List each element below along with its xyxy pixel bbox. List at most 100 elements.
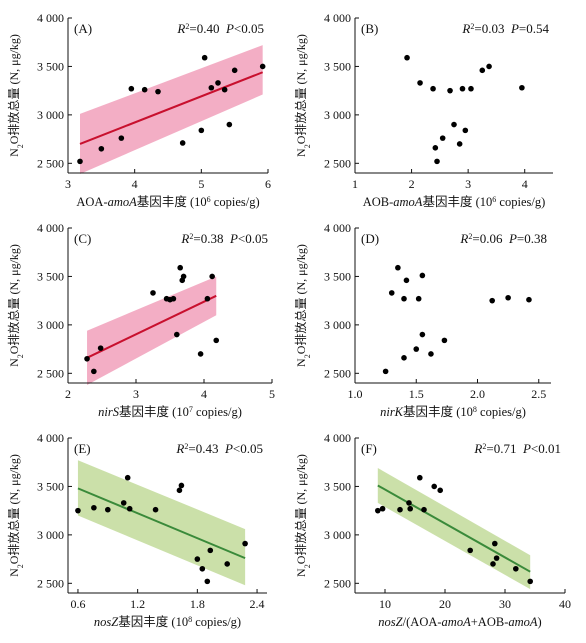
data-point (150, 290, 156, 296)
data-point (126, 505, 133, 512)
x-axis-label: nirS基因丰度 (107 copies/g) (98, 404, 242, 419)
data-point (421, 506, 427, 513)
data-point (401, 295, 407, 302)
y-tick-label: 3 000 (37, 318, 64, 332)
data-point (468, 85, 474, 92)
data-point (441, 337, 448, 344)
y-axis-label: N2O排放总量 (N, μg/kg) (6, 454, 25, 577)
y-tick-label: 3 500 (37, 59, 64, 73)
data-point (479, 67, 486, 74)
data-point (456, 141, 463, 147)
panel-a: 2 500 3 000 3 500 4 000 3 4 5 6 (A) R2=0.40 P<0.0… (6, 11, 271, 209)
panel-d: 2 500 3 000 3 500 4 000 1.0 1.5 2.0 2.5 (D) R2=0.… (293, 221, 551, 419)
data-point (419, 272, 426, 279)
x-tick-label: 1.8 (190, 597, 205, 611)
data-point (84, 355, 90, 362)
y-tick-label: 2 500 (324, 576, 351, 590)
x-tick-label: 4 (522, 177, 528, 191)
x-tick-label: 3 (465, 177, 471, 191)
panel-label: (A) (74, 21, 92, 36)
data-point (413, 346, 420, 352)
confidence-band (80, 45, 263, 174)
data-point (505, 294, 511, 301)
data-point (208, 84, 215, 91)
x-axis-label: AOA-amoA基因丰度 (106 copies/g) (76, 194, 259, 209)
data-point (128, 85, 135, 92)
data-point (417, 80, 423, 86)
data-point (439, 135, 446, 141)
data-point (401, 355, 407, 361)
y-tick-label: 4 000 (37, 431, 64, 445)
stat-annotation: R2=0.03 P=0.54 (461, 21, 549, 36)
fit-line (77, 487, 246, 560)
data-point (462, 127, 469, 134)
panel-label: (F) (361, 441, 377, 456)
data-point (395, 264, 401, 271)
data-point (430, 85, 436, 92)
y-tick-label: 2 500 (324, 156, 351, 170)
data-point (198, 127, 205, 134)
stat-annotation: R2=0.38 P<0.05 (180, 231, 268, 246)
data-point (489, 297, 496, 304)
data-point (209, 273, 215, 280)
data-point (194, 556, 201, 562)
y-tick-label: 4 000 (37, 11, 64, 25)
x-tick-label: 3 (133, 387, 139, 401)
data-point (152, 506, 159, 513)
x-tick-label: 2 (409, 177, 415, 191)
panel-label: (C) (74, 231, 91, 246)
x-tick-label: 1.0 (348, 387, 363, 401)
data-point (447, 87, 453, 94)
data-point (388, 290, 395, 296)
data-point (404, 54, 410, 61)
x-tick-label: 30 (499, 597, 511, 611)
data-point (224, 561, 230, 567)
confidence-band (87, 276, 217, 385)
data-point (213, 337, 220, 344)
x-tick-label: 0.6 (70, 597, 85, 611)
data-point (176, 487, 183, 494)
data-point (459, 85, 466, 92)
data-point (417, 474, 423, 481)
data-point (431, 483, 438, 490)
data-point (375, 507, 381, 514)
x-tick-label: 1.5 (409, 387, 424, 401)
x-tick-label: 3 (65, 177, 71, 191)
x-tick-label: 4 (201, 387, 207, 401)
fit-line (79, 71, 264, 145)
data-point (180, 273, 187, 280)
y-tick-label: 4 000 (324, 11, 351, 25)
data-point (221, 86, 228, 93)
panel-label: (B) (361, 21, 378, 36)
data-point (434, 158, 440, 165)
data-point (419, 331, 426, 338)
x-tick-label: 2.5 (531, 387, 546, 401)
data-point (77, 158, 83, 165)
x-tick-label: 1.2 (130, 597, 145, 611)
data-point (451, 121, 457, 128)
data-point (98, 145, 105, 152)
data-point (179, 140, 186, 146)
y-tick-label: 3 000 (37, 108, 64, 122)
panel-f: 2 500 3 000 3 500 4 000 10 20 30 40 (F) R2=0.71 P… (293, 431, 571, 629)
stat-annotation: R2=0.71 P<0.01 (473, 441, 561, 456)
y-tick-label: 3 500 (324, 269, 351, 283)
x-tick-label: 1 (352, 177, 358, 191)
data-point (492, 540, 498, 547)
data-point (519, 84, 525, 91)
data-point (382, 368, 389, 375)
data-point (177, 264, 183, 271)
data-point (486, 63, 492, 70)
data-point (178, 482, 185, 489)
x-tick-label: 5 (269, 387, 275, 401)
data-point (170, 295, 177, 302)
panel-label: (D) (361, 231, 379, 246)
data-point (141, 86, 148, 93)
x-tick-label: 40 (559, 597, 571, 611)
y-tick-label: 4 000 (37, 221, 64, 235)
y-axis-label: N2O排放总量 (N, μg/kg) (6, 34, 25, 157)
data-point (91, 368, 97, 375)
y-tick-label: 3 000 (324, 318, 351, 332)
stat-annotation: R2=0.06 P=0.38 (459, 231, 547, 246)
x-axis-label: nosZ基因丰度 (108 copies/g) (94, 614, 241, 629)
